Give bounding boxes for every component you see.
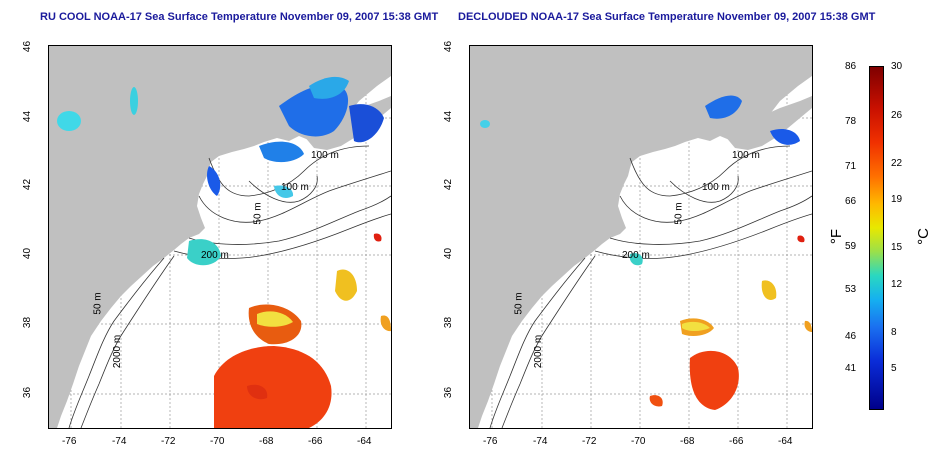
right-map-graphic: [470, 46, 812, 428]
contour-label: 100 m: [281, 182, 309, 193]
y-tick-label: 40: [22, 247, 34, 260]
x-tick-label: -68: [680, 436, 695, 447]
y-tick-label: 44: [22, 110, 34, 123]
y-tick-label: 44: [443, 110, 455, 123]
x-tick-label: -76: [483, 436, 498, 447]
y-tick-label: 38: [443, 316, 455, 329]
fahrenheit-label: 41: [845, 363, 857, 374]
y-tick-label: 36: [22, 386, 34, 399]
left-land-mass: [49, 46, 391, 428]
celsius-label: 15: [891, 242, 903, 253]
right-sst-map: 100 m 100 m 50 m 200 m 50 m 2000 m: [469, 45, 813, 429]
x-tick-label: -74: [112, 436, 127, 447]
celsius-label: 5: [891, 363, 897, 374]
x-tick-label: -72: [161, 436, 176, 447]
celsius-label: 26: [891, 110, 903, 121]
fahrenheit-label: 78: [845, 116, 857, 127]
left-map-title: RU COOL NOAA-17 Sea Surface Temperature …: [40, 11, 439, 23]
y-tick-label: 38: [22, 316, 34, 329]
x-tick-label: -64: [357, 436, 372, 447]
right-land-mass: [470, 46, 812, 428]
celsius-label: 12: [891, 279, 903, 290]
left-sst-map: 100 m 100 m 50 m 200 m 50 m 2000 m: [48, 45, 392, 429]
celsius-label: 30: [891, 61, 903, 72]
celsius-label: 22: [891, 158, 903, 169]
contour-label: 50 m: [92, 292, 104, 315]
right-map-title: DECLOUDED NOAA-17 Sea Surface Temperatur…: [458, 11, 876, 23]
celsius-label: 19: [891, 194, 903, 205]
contour-label: 2000 m: [112, 334, 124, 369]
left-cold-water-patches: [57, 76, 384, 266]
x-tick-label: -76: [62, 436, 77, 447]
contour-label: 200 m: [622, 250, 650, 261]
x-tick-label: -64: [778, 436, 793, 447]
right-warm-water-patches: [649, 235, 812, 410]
y-tick-label: 42: [443, 178, 455, 191]
celsius-label: 8: [891, 327, 897, 338]
x-tick-label: -72: [582, 436, 597, 447]
contour-label: 50 m: [513, 292, 525, 315]
left-warm-water-patches: [214, 233, 391, 428]
contour-label: 100 m: [311, 150, 339, 161]
x-tick-label: -74: [533, 436, 548, 447]
left-map-graphic: [49, 46, 391, 428]
fahrenheit-label: 71: [845, 161, 857, 172]
x-tick-label: -66: [729, 436, 744, 447]
y-tick-label: 46: [443, 40, 455, 53]
y-tick-label: 40: [443, 247, 455, 260]
temperature-colorbar: [869, 66, 884, 410]
y-tick-label: 36: [443, 386, 455, 399]
contour-label: 2000 m: [533, 334, 545, 369]
fahrenheit-label: 46: [845, 331, 857, 342]
fahrenheit-label: 53: [845, 284, 857, 295]
y-tick-label: 46: [22, 40, 34, 53]
fahrenheit-label: 59: [845, 241, 857, 252]
right-nova-scotia: [725, 96, 812, 150]
x-tick-label: -68: [259, 436, 274, 447]
right-cold-water-patches: [480, 95, 800, 266]
fahrenheit-unit: °F: [828, 228, 846, 245]
x-tick-label: -70: [631, 436, 646, 447]
x-tick-label: -66: [308, 436, 323, 447]
x-tick-label: -70: [210, 436, 225, 447]
fahrenheit-label: 86: [845, 61, 857, 72]
contour-label: 200 m: [201, 250, 229, 261]
celsius-unit: °C: [914, 228, 932, 245]
contour-label: 50 m: [673, 202, 685, 225]
contour-label: 100 m: [702, 182, 730, 193]
fahrenheit-label: 66: [845, 196, 857, 207]
y-tick-label: 42: [22, 178, 34, 191]
contour-label: 50 m: [252, 202, 264, 225]
contour-label: 100 m: [732, 150, 760, 161]
